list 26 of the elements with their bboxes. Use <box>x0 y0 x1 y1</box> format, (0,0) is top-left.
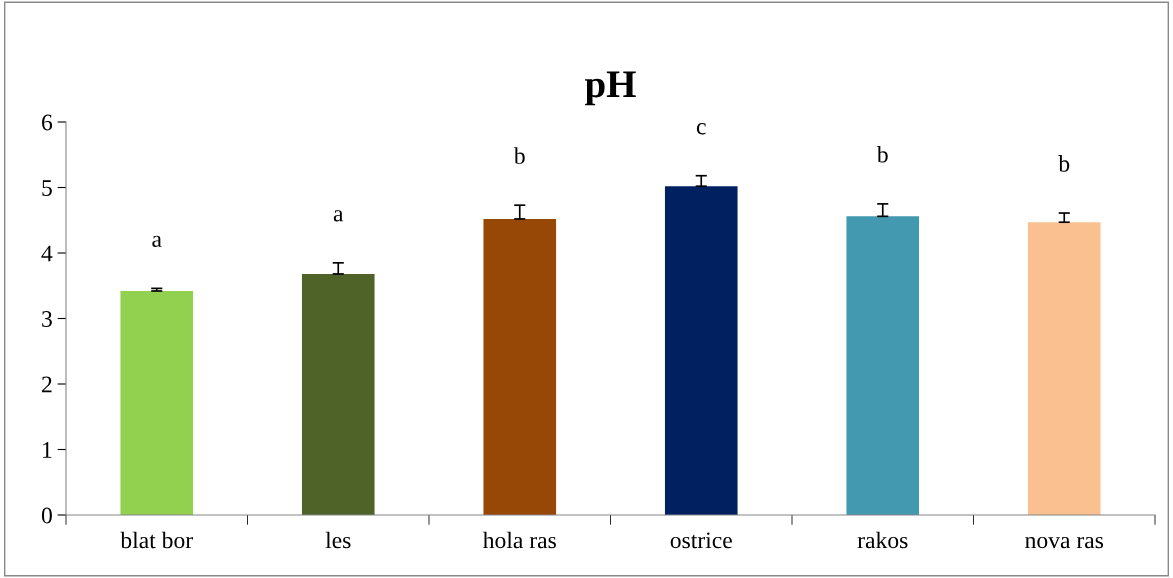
bar <box>1027 222 1101 515</box>
x-tick-label: les <box>325 531 351 549</box>
annotation: b <box>513 147 525 164</box>
annotation: c <box>696 123 706 135</box>
y-tick-label: 3 <box>42 311 52 327</box>
y-tick-label: 2 <box>42 376 52 393</box>
annotation: b <box>876 145 888 163</box>
y-tick-label: 0 <box>41 507 52 524</box>
y-tick-label: 4 <box>41 245 53 262</box>
annotation: a <box>333 210 344 222</box>
bar <box>664 186 738 515</box>
x-tick-label: rakos <box>857 531 908 549</box>
y-tick-label: 6 <box>42 114 53 131</box>
bar <box>301 273 375 515</box>
x-tick-label: nova ras <box>1025 536 1104 549</box>
bar <box>120 290 194 515</box>
x-tick-label: blat bor <box>120 531 193 549</box>
annotation: a <box>152 235 162 248</box>
chart-title: pH <box>585 71 636 106</box>
x-tick-label: hola ras <box>482 531 556 549</box>
bar <box>483 218 557 515</box>
bar <box>846 216 920 515</box>
x-tick-label: ostrice <box>670 532 732 549</box>
y-tick-label: 1 <box>43 442 52 458</box>
annotation: b <box>1058 155 1070 172</box>
y-tick-label: 5 <box>42 180 52 196</box>
